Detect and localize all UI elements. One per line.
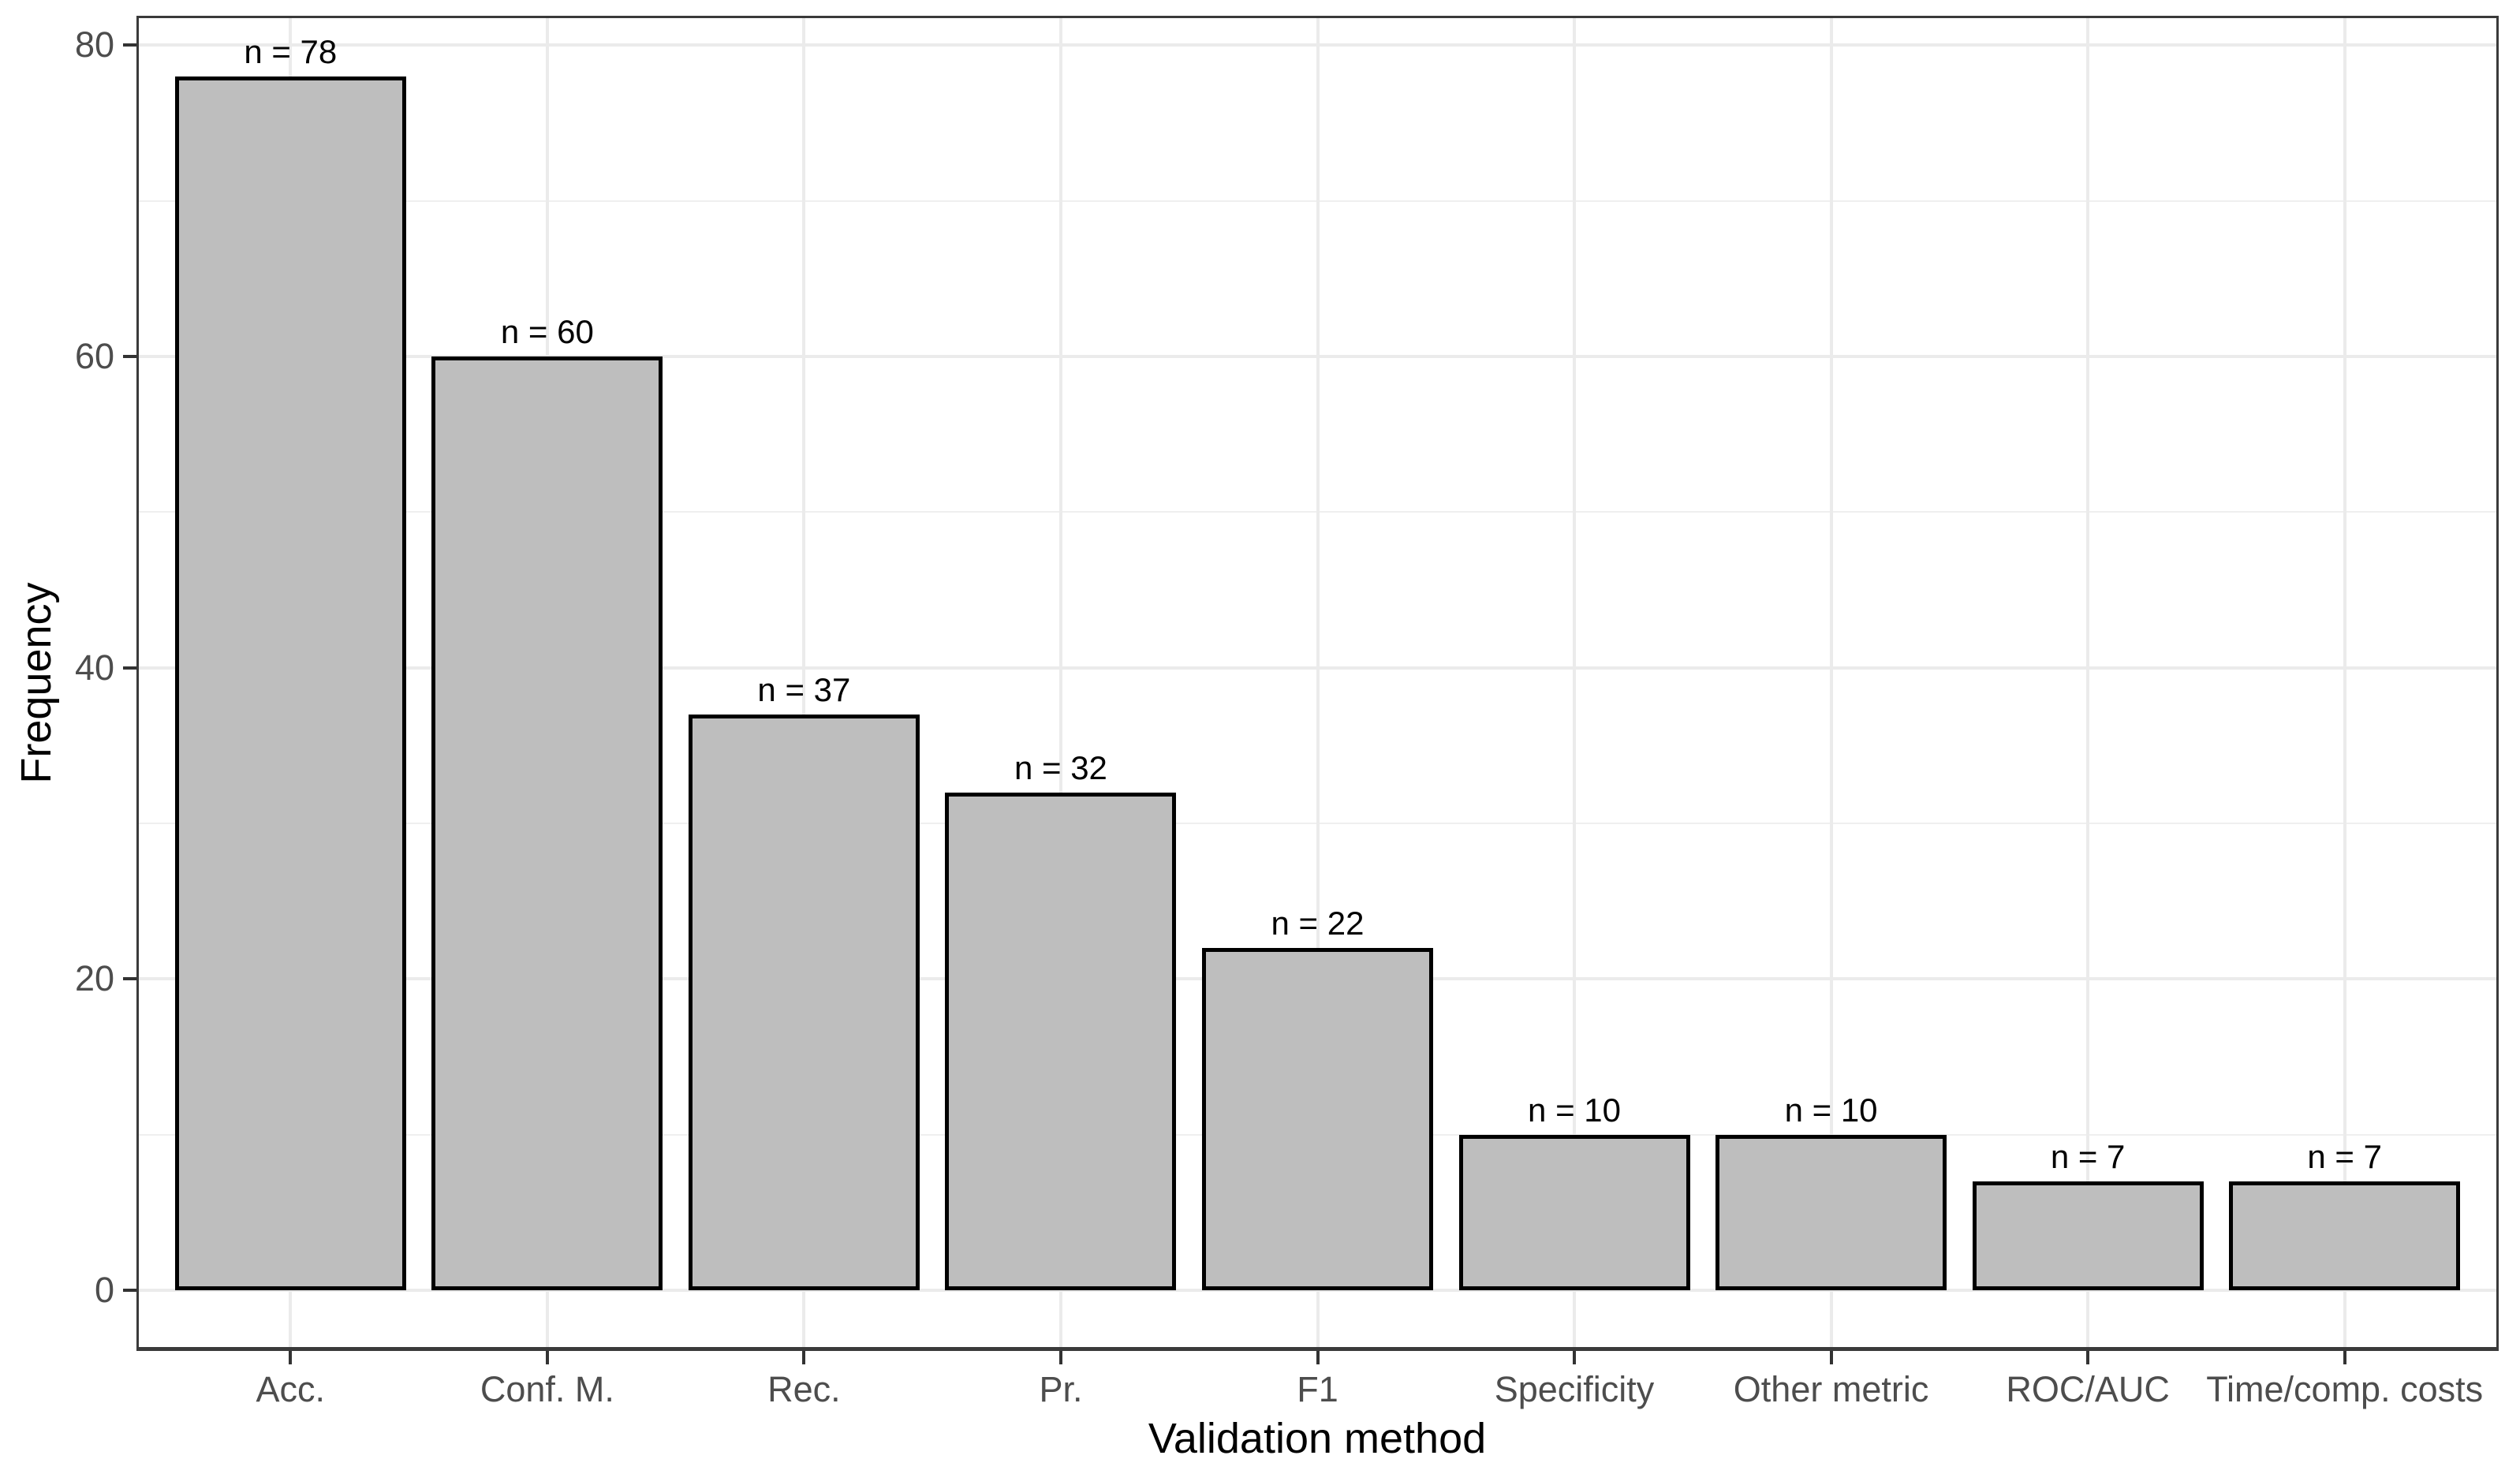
x-tick-label-1: Acc. (256, 1369, 326, 1409)
bar-value-label: n = 37 (757, 670, 851, 708)
gridline-vertical (1829, 16, 1833, 1351)
gridline-vertical (1573, 16, 1577, 1351)
x-tick-label-8: ROC/AUC (2006, 1369, 2170, 1409)
x-tick-mark (545, 1351, 549, 1364)
bar-Acc. (174, 76, 406, 1291)
x-tick-mark (1058, 1351, 1062, 1364)
x-tick-mark (289, 1351, 293, 1364)
y-tick-mark (123, 977, 136, 981)
gridline-vertical (802, 16, 806, 1351)
bar-Pr. (945, 792, 1177, 1291)
bar-value-label: n = 7 (2050, 1137, 2126, 1175)
bar-value-label: n = 32 (1014, 748, 1107, 786)
x-tick-label-4: Pr. (1039, 1369, 1083, 1409)
gridline-vertical (1316, 16, 1320, 1351)
x-axis-title: Validation method (1148, 1415, 1487, 1462)
y-tick-mark (123, 43, 136, 47)
bar-value-label: n = 10 (1784, 1091, 1878, 1129)
x-tick-mark (1829, 1351, 1833, 1364)
x-tick-mark (802, 1351, 806, 1364)
y-tick-mark (123, 1289, 136, 1293)
x-tick-label-3: Rec. (767, 1369, 841, 1409)
x-tick-label-6: Specificity (1494, 1369, 1655, 1409)
bar-value-label: n = 10 (1528, 1091, 1622, 1129)
gridline-vertical (2343, 16, 2346, 1351)
y-tick-mark (123, 666, 136, 670)
bar-Specificity (1458, 1134, 1690, 1291)
bar-value-label: n = 22 (1271, 904, 1365, 942)
x-tick-mark (2086, 1351, 2090, 1364)
gridline-vertical (2086, 16, 2090, 1351)
bar-value-label: n = 78 (244, 32, 338, 70)
x-tick-mark (2343, 1351, 2346, 1364)
y-tick-label: 0 (94, 1270, 114, 1311)
x-tick-label-5: F1 (1297, 1369, 1338, 1409)
y-tick-label: 20 (74, 958, 114, 999)
x-tick-label-7: Other metric (1733, 1369, 1929, 1409)
bar-Conf. M. (431, 356, 663, 1291)
x-tick-label-2: Conf. M. (480, 1369, 614, 1409)
y-tick-label: 40 (74, 647, 114, 688)
x-tick-mark (1573, 1351, 1577, 1364)
y-tick-label: 80 (74, 24, 114, 65)
bar-Other metric (1715, 1134, 1947, 1291)
x-tick-label-9: Time/comp. costs (2206, 1369, 2484, 1409)
bar-Time/comp. costs (2229, 1181, 2461, 1291)
bar-ROC/AUC (1972, 1181, 2204, 1291)
gridline-vertical (1058, 16, 1062, 1351)
y-tick-mark (123, 355, 136, 359)
bar-value-label: n = 7 (2307, 1137, 2382, 1175)
bar-value-label: n = 60 (500, 313, 594, 351)
bar-F1 (1202, 947, 1433, 1291)
bar-Rec. (688, 714, 920, 1291)
plot-panel: n = 78 n = 60 n = 37 n = 32 n = 22 n = 10 n = … (136, 16, 2499, 1351)
y-tick-label: 60 (74, 336, 114, 377)
x-tick-mark (1316, 1351, 1320, 1364)
